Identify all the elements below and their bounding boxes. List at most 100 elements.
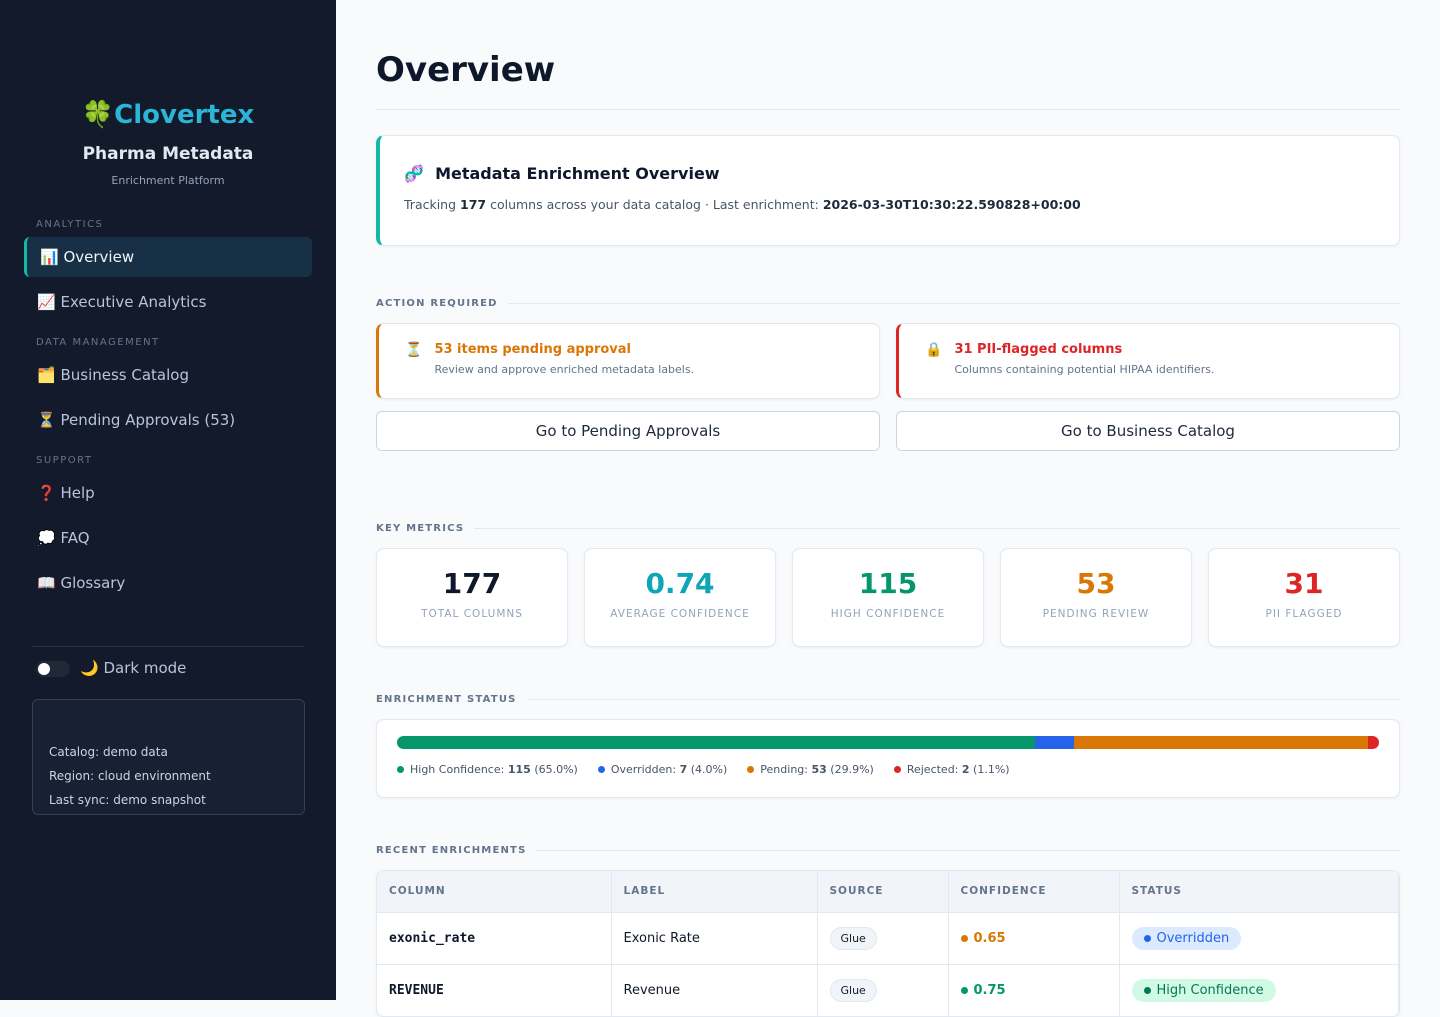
bar-segment bbox=[397, 736, 1036, 749]
header-row: COLUMN LABEL SOURCE CONFIDENCE STATUS bbox=[377, 871, 1399, 912]
buttons: Go to Pending Approvals Go to Business Ca… bbox=[376, 411, 1400, 451]
status-badge: Overridden bbox=[1131, 926, 1242, 950]
alert-text: Columns containing potential HIPAA ident… bbox=[954, 363, 1215, 376]
nav-icon: 📈 bbox=[37, 293, 56, 311]
legend-dot bbox=[893, 766, 901, 773]
sidebar: 🍀Clovertex Pharma Metadata Enrichment Pl… bbox=[0, 0, 336, 1000]
alert-text: Review and approve enriched metadata lab… bbox=[434, 363, 695, 376]
metric-label: HIGH CONFIDENCE bbox=[830, 608, 946, 620]
legend-count: 53 bbox=[811, 763, 827, 776]
nav-item[interactable]: 🗂️ Business Catalog bbox=[24, 355, 312, 395]
metric-value: 0.74 bbox=[645, 567, 715, 600]
nav-label: Overview bbox=[63, 248, 135, 266]
metric-value: 31 bbox=[1284, 567, 1324, 600]
legend-count: 7 bbox=[679, 763, 688, 776]
nav-item[interactable]: ⏳ Pending Approvals (53) bbox=[24, 400, 312, 440]
legend-name: Pending: bbox=[760, 763, 808, 776]
status-text: Overridden bbox=[1156, 930, 1230, 946]
nav-icon: ⏳ bbox=[37, 411, 56, 429]
intro-title: 🧬 Metadata Enrichment Overview bbox=[404, 164, 1375, 183]
section-header: KEY METRICS bbox=[376, 521, 1400, 535]
status-dot bbox=[1143, 934, 1151, 942]
cell-confidence: 0.65 bbox=[948, 911, 1120, 964]
nav-icon: 💭 bbox=[37, 529, 56, 547]
button[interactable]: Go to Pending Approvals bbox=[376, 411, 880, 451]
logo-icon: 🍀 bbox=[81, 100, 115, 130]
nav-item[interactable]: 📊 Overview bbox=[24, 237, 312, 277]
metric-label: AVERAGE CONFIDENCE bbox=[610, 608, 750, 620]
alert-body: 31 PII-flagged columns Columns containing… bbox=[954, 342, 1214, 398]
status-dot bbox=[1143, 986, 1151, 994]
legend-name: Rejected: bbox=[906, 763, 959, 776]
section-header: RECENT ENRICHMENTS bbox=[376, 843, 1400, 857]
status-bar bbox=[397, 736, 1379, 749]
cell-label: Revenue bbox=[611, 963, 818, 1016]
section-header: ACTION REQUIRED bbox=[376, 296, 1400, 310]
table-row[interactable]: exonic_rate Exonic Rate Glue 0.65 Overridden bbox=[377, 911, 1399, 964]
confidence-value: 0.75 bbox=[973, 982, 1006, 998]
legend-name: Overridden: bbox=[610, 763, 677, 776]
cell-column: REVENUE bbox=[377, 963, 612, 1016]
column-header: LABEL bbox=[611, 871, 818, 912]
legend-dot bbox=[397, 766, 404, 773]
legend-percent: (65.0%) bbox=[534, 763, 578, 776]
table-row[interactable]: REVENUE Revenue Glue 0.75 High Confidence bbox=[377, 963, 1399, 1016]
nav-icon: ❓ bbox=[37, 484, 56, 502]
text: 177 bbox=[460, 197, 487, 212]
metric-label: PII FLAGGED bbox=[1265, 608, 1343, 620]
intro-title-text: Metadata Enrichment Overview bbox=[435, 164, 720, 183]
confidence-value: 0.65 bbox=[973, 930, 1006, 946]
nav-label: Pending Approvals (53) bbox=[60, 411, 236, 429]
info-line: Region: cloud environment bbox=[49, 769, 211, 783]
info-line: Last sync: demo snapshot bbox=[49, 793, 206, 807]
button[interactable]: Go to Business Catalog bbox=[896, 411, 1400, 451]
metric-value: 53 bbox=[1076, 567, 1116, 600]
nav-item[interactable]: 📈 Executive Analytics bbox=[24, 282, 312, 322]
dark-mode[interactable]: 🌙 Dark mode bbox=[32, 646, 304, 677]
metric-card: 53 PENDING REVIEW bbox=[1000, 548, 1192, 647]
metric-label: PENDING REVIEW bbox=[1042, 608, 1150, 620]
dark-icon: 🌙 bbox=[80, 659, 99, 677]
metric-card: 115 HIGH CONFIDENCE bbox=[792, 548, 984, 647]
info-box: Catalog: demo data Region: cloud environm… bbox=[32, 699, 305, 815]
nav-label: FAQ bbox=[60, 529, 90, 547]
column-header: STATUS bbox=[1119, 871, 1399, 912]
metric-card: 177 TOTAL COLUMNS bbox=[376, 548, 568, 647]
page-title: Overview bbox=[376, 50, 1400, 110]
nav-item[interactable]: ❓ Help bbox=[24, 473, 312, 513]
legend-item: Overridden: 7 (4.0%) bbox=[597, 763, 727, 776]
metric-value: 115 bbox=[858, 567, 918, 600]
nav-item[interactable]: 📖 Glossary bbox=[24, 563, 312, 603]
status-text: High Confidence bbox=[1156, 982, 1264, 998]
nav-item[interactable]: 💭 FAQ bbox=[24, 518, 312, 558]
metrics: 177 TOTAL COLUMNS 0.74 AVERAGE CONFIDENCE 11… bbox=[376, 548, 1400, 647]
table: COLUMN LABEL SOURCE CONFIDENCE STATUS exonic_… bbox=[377, 871, 1399, 1016]
nav-section: ANALYTICS bbox=[36, 219, 104, 230]
legend: High Confidence: 115 (65.0%) Overridden: … bbox=[397, 763, 1379, 776]
status-badge: High Confidence bbox=[1131, 978, 1276, 1002]
cell-source: Glue bbox=[817, 911, 949, 964]
main: Overview 🧬 Metadata Enrichment Overview … bbox=[376, 0, 1400, 1017]
nav-section: SUPPORT bbox=[36, 455, 93, 466]
nav-label: Help bbox=[60, 484, 95, 502]
cell-status: Overridden bbox=[1119, 911, 1399, 964]
legend-percent: (1.1%) bbox=[973, 763, 1010, 776]
status-card: High Confidence: 115 (65.0%) Overridden: … bbox=[376, 719, 1400, 798]
column-header: COLUMN bbox=[377, 871, 612, 912]
dark-label: Dark mode bbox=[103, 659, 187, 677]
text: columns across your data catalog · Last … bbox=[486, 197, 823, 212]
nav-label: Executive Analytics bbox=[60, 293, 207, 311]
bar-segment bbox=[1367, 736, 1379, 749]
legend-name: High Confidence: bbox=[410, 763, 505, 776]
nav-icon: 📖 bbox=[37, 574, 56, 592]
toggle[interactable] bbox=[36, 660, 70, 677]
alert: 🔒 31 PII-flagged columns Columns containin… bbox=[896, 323, 1400, 399]
legend-count: 115 bbox=[507, 763, 531, 776]
legend-item: Rejected: 2 (1.1%) bbox=[893, 763, 1010, 776]
table-body: exonic_rate Exonic Rate Glue 0.65 Overridden… bbox=[377, 911, 1399, 1016]
source-pill: Glue bbox=[829, 926, 877, 950]
nav-icon: 🗂️ bbox=[37, 366, 56, 384]
logo-name: Clovertex bbox=[114, 100, 255, 130]
alert-title: 53 items pending approval bbox=[434, 342, 632, 357]
